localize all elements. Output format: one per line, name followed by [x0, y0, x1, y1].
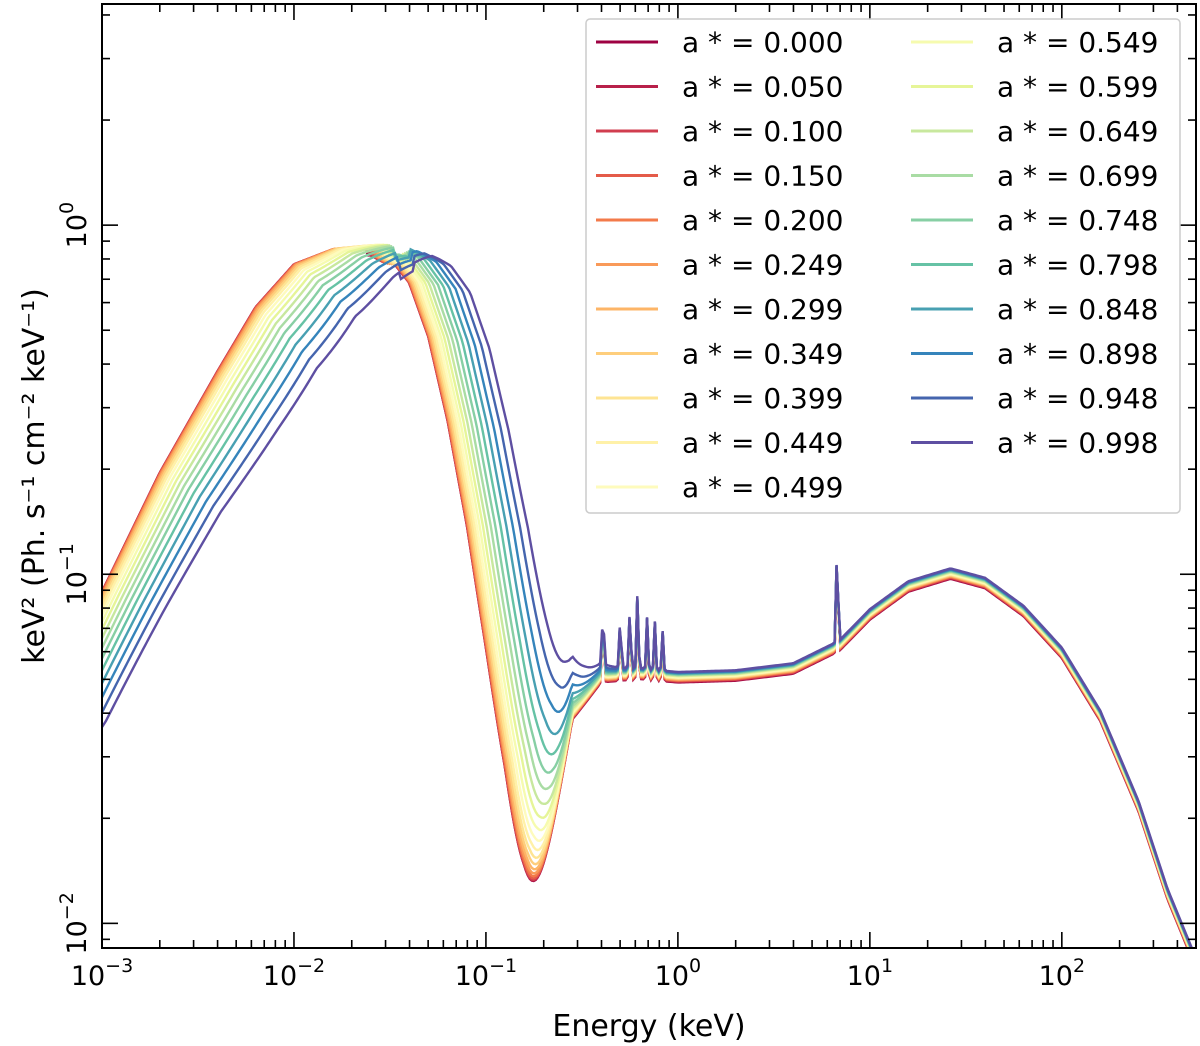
legend-label: a * = 0.848 — [997, 293, 1158, 326]
y-tick-label: 10−2 — [56, 892, 93, 954]
legend-label: a * = 0.599 — [997, 71, 1158, 104]
legend-label: a * = 0.349 — [682, 338, 843, 371]
legend: a * = 0.000 a * = 0.050 a * = 0.100 a * = 0… — [585, 18, 1181, 514]
x-tick-label: 10−2 — [263, 955, 325, 992]
legend-label: a * = 0.898 — [997, 338, 1158, 371]
legend-label: a * = 0.649 — [997, 115, 1158, 148]
series-line-20 — [102, 254, 1194, 948]
x-tick-label: 10−3 — [71, 955, 133, 992]
legend-label: a * = 0.050 — [682, 71, 843, 104]
legend-box — [585, 18, 1181, 514]
legend-label: a * = 0.399 — [682, 382, 843, 415]
x-axis-label: Energy (keV) — [552, 1009, 745, 1044]
legend-label: a * = 0.499 — [682, 471, 843, 504]
legend-label: a * = 0.100 — [682, 115, 843, 148]
x-tick-label: 102 — [1039, 955, 1085, 992]
x-tick-label: 10−1 — [455, 955, 517, 992]
legend-label: a * = 0.948 — [997, 382, 1158, 415]
legend-label: a * = 0.249 — [682, 249, 843, 282]
legend-label: a * = 0.998 — [997, 427, 1158, 460]
legend-label: a * = 0.699 — [997, 160, 1158, 193]
x-tick-label: 100 — [655, 955, 701, 992]
legend-label: a * = 0.200 — [682, 204, 843, 237]
legend-label: a * = 0.748 — [997, 204, 1158, 237]
legend-label: a * = 0.449 — [682, 427, 843, 460]
y-tick-label: 100 — [56, 202, 93, 248]
legend-label: a * = 0.150 — [682, 160, 843, 193]
legend-label: a * = 0.299 — [682, 293, 843, 326]
legend-label: a * = 0.000 — [682, 26, 843, 59]
y-axis-label: keV² (Ph. s⁻¹ cm⁻² keV⁻¹) — [17, 288, 52, 664]
spectrum-curves — [102, 243, 1194, 948]
legend-label: a * = 0.549 — [997, 26, 1158, 59]
x-tick-label: 101 — [847, 955, 893, 992]
y-tick-label: 10−1 — [56, 543, 93, 605]
plot-frame — [101, 3, 1197, 949]
legend-label: a * = 0.798 — [997, 249, 1158, 282]
